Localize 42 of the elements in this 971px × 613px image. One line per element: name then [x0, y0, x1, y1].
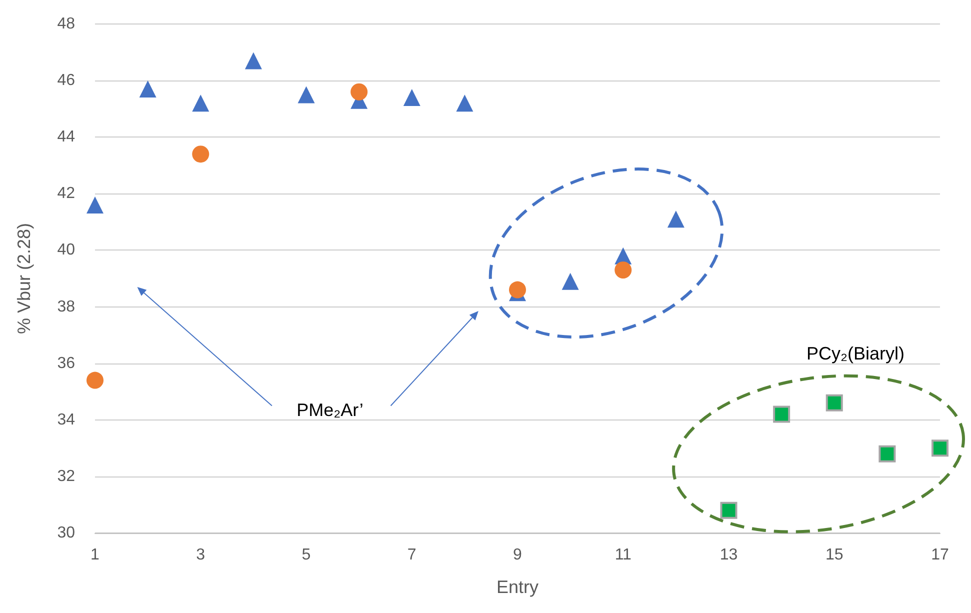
point: [932, 440, 948, 457]
point: [614, 262, 632, 279]
point: [86, 196, 104, 214]
x-tick-label: 9: [513, 546, 522, 564]
x-tick-label: 5: [302, 546, 311, 564]
point: [826, 394, 843, 412]
y-tick-label: 36: [57, 354, 76, 372]
x-axis-title: Entry: [496, 577, 539, 597]
point: [192, 146, 210, 163]
annotation: PCy₂(Biaryl): [806, 344, 904, 364]
point: [720, 502, 738, 519]
point: [667, 210, 684, 228]
point: [298, 86, 315, 104]
point: [350, 83, 368, 100]
point: [456, 94, 474, 112]
x-tick-label: 3: [196, 546, 206, 564]
x-tick-label: 15: [825, 546, 844, 564]
y-tick-label: 46: [57, 72, 76, 90]
point: [244, 52, 262, 70]
y-tick-label: 32: [57, 468, 76, 485]
point: [773, 406, 790, 423]
x-tick-label: 1: [90, 546, 100, 564]
x-tick-label: 13: [720, 546, 738, 564]
y-tick-label: 44: [57, 128, 76, 146]
point: [403, 89, 420, 106]
y-tick-label: 48: [57, 16, 76, 32]
annotation: PMe₂Ar’: [296, 400, 364, 420]
point: [139, 80, 156, 98]
y-tick-label: 34: [57, 411, 76, 428]
point: [192, 94, 210, 112]
point: [562, 272, 579, 290]
y-tick-label: 30: [57, 524, 76, 542]
x-tick-label: 17: [931, 546, 949, 564]
y-axis-title: % Vbur (2.28): [14, 222, 34, 334]
x-tick-label: 11: [614, 546, 632, 564]
point: [86, 372, 104, 389]
point: [509, 281, 526, 298]
y-tick-label: 38: [57, 298, 76, 316]
y-tick-label: 40: [57, 242, 76, 259]
y-tick-label: 42: [57, 185, 76, 202]
x-tick-label: 7: [407, 546, 416, 564]
point: [878, 445, 896, 462]
